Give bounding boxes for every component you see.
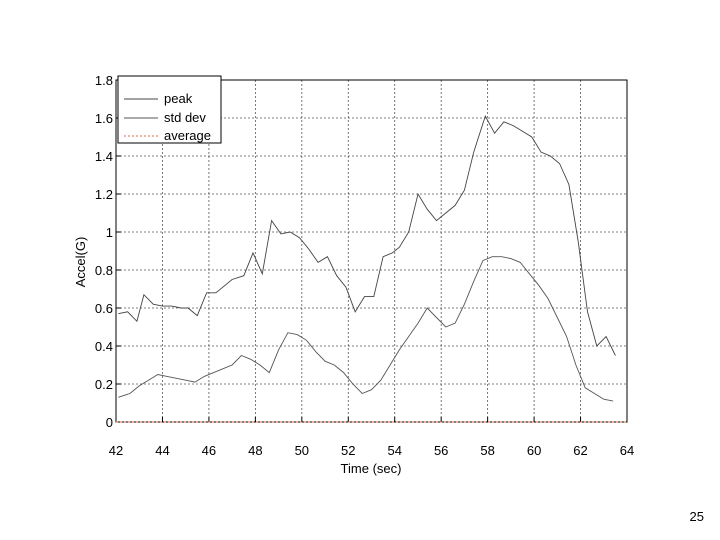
y-tick-label: 1 [106,225,113,240]
x-axis-label: Time (sec) [341,461,402,476]
x-tick-label: 54 [387,443,401,458]
y-tick-label: 1.4 [95,149,113,164]
y-tick-label: 0.8 [95,263,113,278]
x-tick-label: 46 [202,443,216,458]
slide-page-number: 25 [689,509,704,524]
x-tick-label: 56 [434,443,448,458]
plot-frame [115,79,628,423]
y-tick-label: 0.2 [95,377,113,392]
y-tick-label: 0.4 [95,339,113,354]
x-tick-label: 48 [248,443,262,458]
legend-box [117,75,222,144]
x-tick-label: 42 [109,443,123,458]
x-tick-label: 62 [573,443,587,458]
x-tick-label: 44 [155,443,169,458]
y-tick-label: 0.6 [95,301,113,316]
y-tick-label: 1.6 [95,111,113,126]
x-tick-label: 52 [341,443,355,458]
x-tick-label: 58 [480,443,494,458]
y-axis-label: Accel(G) [73,237,88,288]
series-line-peak [118,114,616,356]
legend-label-peak: peak [164,91,193,106]
y-tick-label: 1.2 [95,187,113,202]
series-lines [116,114,627,423]
x-tick-label: 50 [295,443,309,458]
series-line-std-dev [118,256,614,402]
legend-label-std-dev: std dev [164,110,206,125]
x-axis-ticks: 42 44 46 48 50 52 54 56 58 60 62 64 [109,417,634,458]
x-tick-label: 60 [527,443,541,458]
x-tick-label: 64 [620,443,634,458]
y-axis-ticks: 0 0.2 0.4 0.6 0.8 1 1.2 1.4 1.6 1.8 [95,73,121,430]
legend: peak std dev average [117,75,222,144]
legend-label-average: average [164,128,211,143]
y-tick-label: 1.8 [95,73,113,88]
y-tick-label: 0 [106,415,113,430]
